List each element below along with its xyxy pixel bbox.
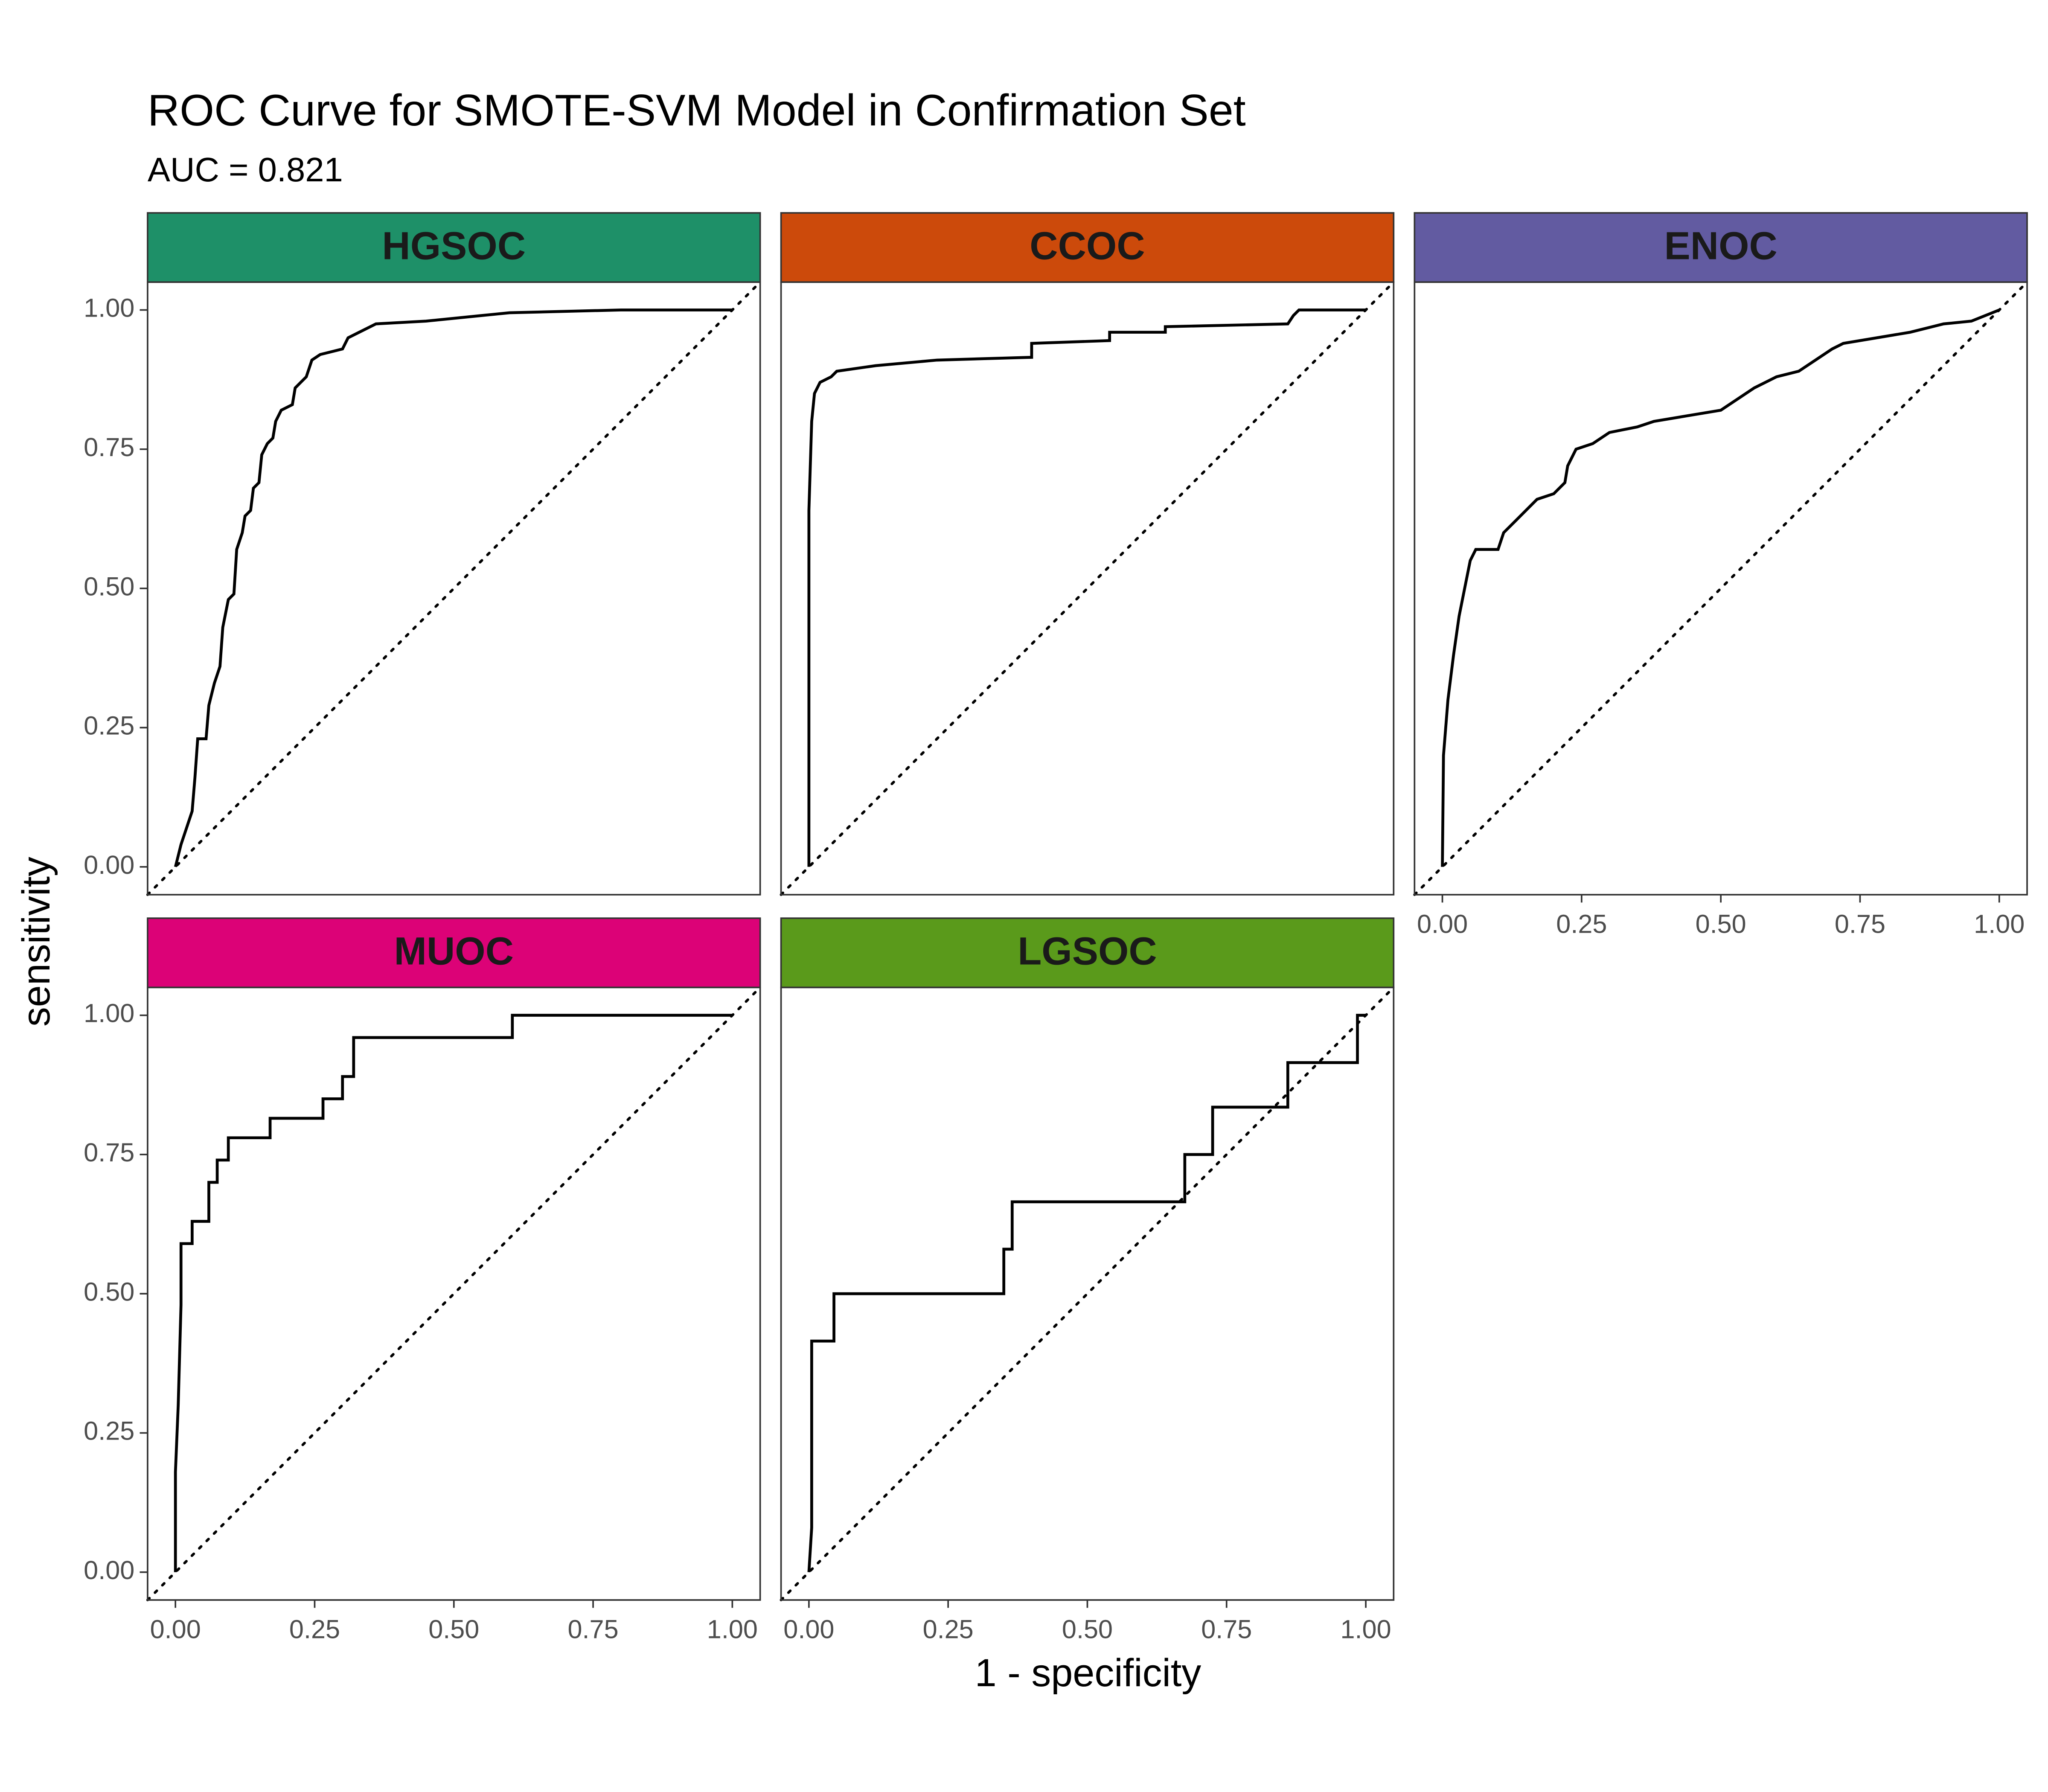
- chart-title: ROC Curve for SMOTE-SVM Model in Confirm…: [148, 86, 1246, 135]
- y-tick-label: 0.00: [84, 1556, 134, 1585]
- roc-curve: [1441, 308, 2000, 867]
- x-tick-label: 1.00: [1974, 910, 2025, 939]
- roc-curve: [807, 1014, 1366, 1572]
- panel-border: [780, 281, 1395, 896]
- strip-label: HGSOC: [382, 224, 526, 268]
- reference-line: [1413, 281, 2029, 896]
- roc-curve: [174, 1014, 733, 1572]
- x-tick-label: 0.00: [783, 1615, 834, 1644]
- x-tick-label: 0.50: [428, 1615, 479, 1644]
- y-tick-label: 0.50: [84, 1277, 134, 1306]
- y-tick-label: 0.00: [84, 850, 134, 879]
- y-tick-label: 0.25: [84, 1417, 134, 1446]
- roc-curve: [174, 308, 733, 867]
- reference-line: [146, 986, 762, 1602]
- y-tick-label: 0.75: [84, 1138, 134, 1167]
- x-axis-label: 1 - specificity: [975, 1651, 1201, 1695]
- strip: [147, 212, 761, 283]
- strip: [780, 917, 1395, 989]
- x-tick-label: 0.25: [1556, 910, 1607, 939]
- strip-label: MUOC: [394, 929, 514, 973]
- y-tick-label: 0.75: [84, 433, 134, 462]
- x-tick-label: 0.75: [1201, 1615, 1252, 1644]
- reference-line: [780, 986, 1395, 1602]
- roc-curve: [807, 308, 1366, 867]
- x-tick-label: 1.00: [1340, 1615, 1391, 1644]
- x-tick-label: 0.75: [567, 1615, 618, 1644]
- x-tick-label: 0.50: [1062, 1615, 1113, 1644]
- y-tick-label: 0.50: [84, 572, 134, 601]
- y-axis-label: sensitivity: [15, 857, 58, 1027]
- reference-line: [146, 281, 762, 896]
- strip-label: ENOC: [1664, 224, 1777, 268]
- x-tick-label: 0.75: [1835, 910, 1885, 939]
- x-tick-label: 0.25: [923, 1615, 974, 1644]
- strip: [147, 917, 761, 989]
- reference-line: [780, 281, 1395, 896]
- chart-subtitle: AUC = 0.821: [148, 151, 343, 189]
- x-tick-label: 0.00: [1417, 910, 1468, 939]
- x-tick-label: 0.25: [289, 1615, 340, 1644]
- y-tick-label: 0.25: [84, 711, 134, 740]
- x-tick-label: 1.00: [707, 1615, 758, 1644]
- y-tick-label: 1.00: [84, 294, 134, 323]
- strip-label: LGSOC: [1018, 929, 1157, 973]
- strip-label: CCOC: [1030, 224, 1145, 268]
- x-tick-label: 0.50: [1696, 910, 1746, 939]
- x-tick-label: 0.00: [150, 1615, 201, 1644]
- y-tick-label: 1.00: [84, 999, 134, 1028]
- strip: [780, 212, 1395, 283]
